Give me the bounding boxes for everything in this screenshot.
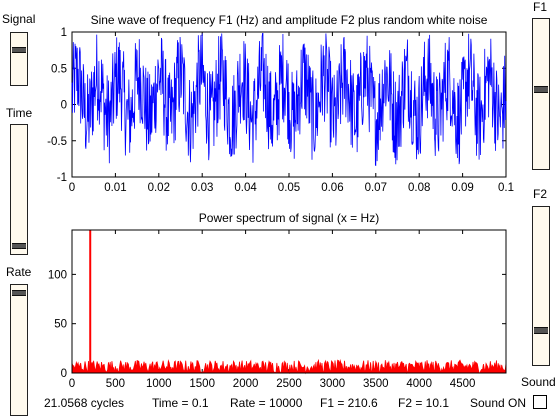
status-cycles: 21.0568 cycles (44, 396, 125, 410)
f2-slider-thumb[interactable] (534, 327, 548, 335)
x-tick-label: 0 (69, 182, 75, 194)
f2-slider[interactable] (532, 206, 550, 366)
signal-plot: Sine wave of frequency F1 (Hz) and ampli… (47, 13, 514, 194)
f1-label: F1 (533, 0, 548, 14)
status-time: Time = 0.1 (152, 396, 209, 410)
plot-frame (71, 229, 507, 374)
x-tick-label: 3000 (320, 378, 346, 390)
x-tick-label: 3500 (363, 378, 389, 390)
rate-slider[interactable] (10, 284, 28, 416)
x-tick-label: 1000 (146, 378, 172, 390)
x-tick-label: 0.1 (498, 182, 514, 194)
status-f2: F2 = 10.1 (398, 396, 450, 410)
y-tick-label: 1 (61, 27, 67, 39)
f1-slider[interactable] (532, 18, 550, 170)
y-tick-label: 0 (61, 100, 67, 112)
signal-line (71, 33, 507, 167)
x-tick-label: 0.05 (278, 182, 300, 194)
status-sound-on: Sound ON (470, 396, 527, 410)
x-tick-label: 4500 (450, 378, 476, 390)
plot-title: Power spectrum of signal (x = Hz) (199, 211, 379, 225)
x-tick-label: 4000 (406, 378, 432, 390)
rate-label: Rate (6, 265, 32, 279)
plot-frame-outline (71, 229, 507, 374)
x-tick-label: 0.01 (104, 182, 126, 194)
signal-slider[interactable] (10, 32, 28, 86)
x-tick-label: 0.03 (191, 182, 213, 194)
x-tick-label: 500 (106, 378, 125, 390)
sound-checkbox[interactable] (533, 395, 547, 409)
rate-slider-thumb[interactable] (12, 289, 26, 296)
x-tick-label: 0.06 (321, 182, 343, 194)
y-tick-label: -1 (57, 172, 67, 184)
signal-label: Signal (2, 12, 36, 26)
x-tick-label: 0 (69, 378, 75, 390)
y-tick-label: 0 (61, 368, 67, 380)
status-f1: F1 = 210.6 (320, 396, 378, 410)
y-tick-label: 0.5 (51, 63, 67, 75)
x-tick-label: 0.08 (408, 182, 430, 194)
plot-title: Sine wave of frequency F1 (Hz) and ampli… (91, 13, 488, 27)
x-tick-label: 0.04 (234, 182, 257, 194)
x-tick-label: 1500 (189, 378, 215, 390)
status-rate: Rate = 10000 (230, 396, 303, 410)
x-tick-label: 0.09 (451, 182, 473, 194)
x-tick-label: 2500 (276, 378, 302, 390)
x-tick-label: 2000 (233, 378, 259, 390)
x-tick-label: 0.02 (148, 182, 170, 194)
time-slider-thumb[interactable] (12, 243, 26, 250)
time-slider[interactable] (10, 124, 28, 255)
x-tick-label: 0.07 (365, 182, 387, 194)
spectrum-noise (71, 358, 507, 375)
spectrum-plot: Power spectrum of signal (x = Hz)0 500 100… (48, 211, 507, 390)
y-tick-label: 50 (54, 319, 67, 331)
signal-slider-thumb[interactable] (12, 47, 26, 54)
y-tick-label: -0.5 (47, 136, 67, 148)
f1-slider-thumb[interactable] (534, 86, 548, 94)
y-tick-label: 100 (48, 269, 67, 281)
sound-label: Sound (521, 375, 556, 389)
f2-label: F2 (533, 187, 548, 201)
time-label: Time (6, 106, 33, 120)
